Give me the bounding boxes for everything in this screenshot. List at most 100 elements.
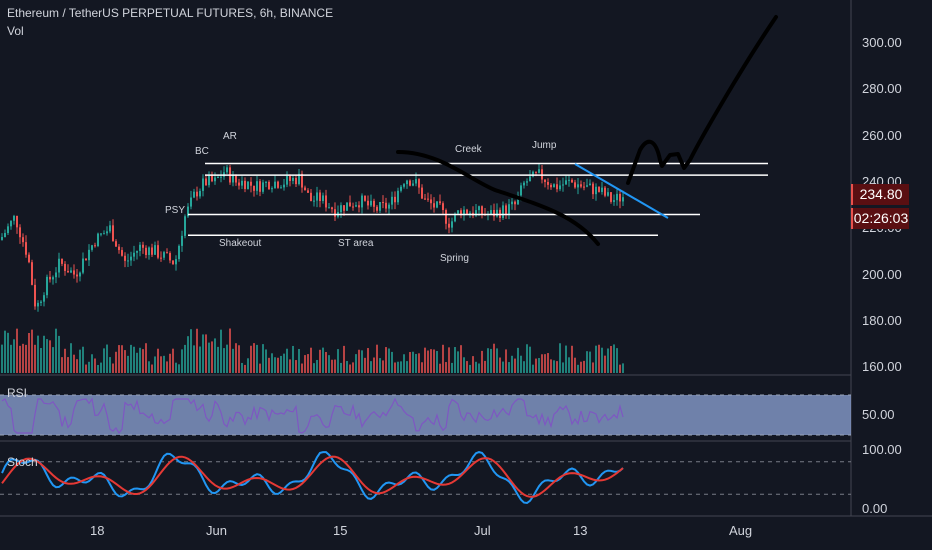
volume-bar [97, 364, 99, 373]
candle-body [424, 198, 426, 200]
candle-body [181, 235, 183, 246]
candle-body [145, 247, 147, 255]
volume-bar [31, 329, 33, 373]
candle-body [259, 181, 261, 192]
candle-body [313, 200, 315, 202]
candle-body [304, 187, 306, 191]
volume-bar [151, 364, 153, 373]
volume-bar [250, 345, 252, 373]
stoch-tick-100: 100.00 [862, 442, 902, 457]
volume-bar [316, 359, 318, 373]
candle-body [370, 200, 372, 206]
volume-bar [61, 357, 63, 373]
volume-bar [310, 347, 312, 373]
volume-bar [388, 348, 390, 373]
volume-bar [115, 351, 117, 373]
volume-bar [343, 345, 345, 373]
volume-bar [529, 346, 531, 373]
candle-body [271, 188, 273, 190]
volume-bar [448, 347, 450, 373]
candle-body [130, 256, 132, 261]
volume-bar [586, 351, 588, 373]
volume-bar [457, 351, 459, 373]
volume-bar [337, 349, 339, 373]
volume-bar [154, 356, 156, 373]
x-tick-13: 13 [573, 523, 588, 538]
volume-bar [391, 351, 393, 373]
x-tick-jul: Jul [474, 523, 491, 538]
volume-bar [103, 348, 105, 373]
volume-bar [133, 346, 135, 373]
volume-bar [409, 352, 411, 373]
volume-bar [493, 343, 495, 373]
volume-bar [385, 347, 387, 373]
candle-body [58, 258, 60, 273]
candle-body [427, 198, 429, 200]
y-tick-160: 160.00 [862, 359, 902, 374]
candle-body [34, 284, 36, 307]
candle-body [289, 175, 291, 181]
volume-bar [52, 347, 54, 373]
candle-body [454, 213, 456, 222]
volume-bar [25, 344, 27, 373]
volume-bar [520, 355, 522, 373]
candle-body [460, 210, 462, 216]
candle-body [133, 252, 135, 257]
candle-body [607, 192, 609, 196]
candle-body [292, 177, 294, 181]
candle-body [31, 262, 33, 285]
candle-body [85, 258, 87, 261]
y-tick-260: 260.00 [862, 128, 902, 143]
candle-body [7, 226, 9, 234]
candle-body [163, 252, 165, 258]
volume-bar [592, 362, 594, 373]
candle-body [25, 242, 27, 255]
candle-body [490, 210, 492, 215]
candle-body [160, 257, 162, 259]
candle-body [142, 244, 144, 248]
volume-bar [43, 335, 45, 373]
volume-bar [244, 364, 246, 373]
chart-title: Ethereum / TetherUS PERPETUAL FUTURES, 6… [7, 6, 334, 20]
volume-bar [421, 362, 423, 373]
candle-body [547, 181, 549, 185]
candle-body [526, 181, 528, 183]
candle-body [463, 209, 465, 216]
candle-body [178, 245, 180, 260]
volume-bar [379, 358, 381, 373]
candle-body [532, 171, 534, 177]
candle-body [208, 175, 210, 186]
volume-bar [229, 328, 231, 373]
candle-body [235, 175, 237, 183]
candle-body [535, 171, 537, 173]
volume-bar [574, 357, 576, 373]
candle-body [394, 196, 396, 203]
candle-body [193, 191, 195, 198]
volume-bar [49, 340, 51, 373]
candle-body [112, 225, 114, 242]
volume-bar [487, 348, 489, 373]
candle-body [502, 205, 504, 218]
candle-body [316, 192, 318, 201]
candle-body [139, 244, 141, 251]
volume-bar [418, 353, 420, 373]
volume-bar [577, 364, 579, 373]
candle-body [616, 193, 618, 201]
volume-bar [325, 352, 327, 373]
volume-bar [517, 347, 519, 373]
candle-body [448, 223, 450, 228]
volume-bar [355, 354, 357, 373]
volume-bar [34, 344, 36, 373]
candle-body [175, 259, 177, 265]
volume-bar [127, 355, 129, 373]
volume-bar [253, 343, 255, 373]
candle-body [610, 192, 612, 202]
candle-body [334, 209, 336, 217]
candle-body [595, 186, 597, 195]
volume-bar [502, 361, 504, 373]
volume-bar [202, 334, 204, 373]
volume-bar [271, 353, 273, 373]
volume-bar [37, 335, 39, 373]
candle-body [79, 272, 81, 277]
candle-body [445, 210, 447, 224]
